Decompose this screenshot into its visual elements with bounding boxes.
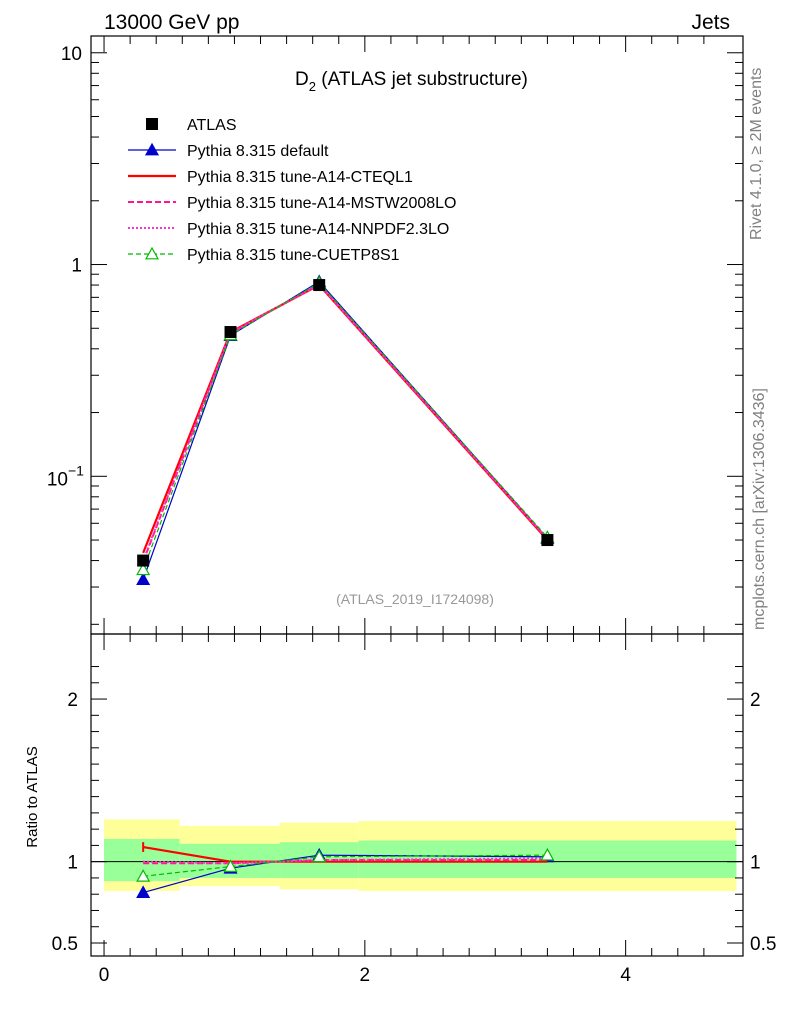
series-line-2: [142, 283, 549, 563]
legend-marker-4: [144, 246, 160, 260]
main-y-tick-label: 1: [71, 256, 82, 277]
legend-label-2: Pythia 8.315 tune-A14-MSTW2008LO: [187, 195, 456, 212]
ratio-series-marker-0: [136, 885, 151, 898]
legend-label-atlas: ATLAS: [187, 117, 237, 134]
plot-title-subscript: 2: [309, 79, 316, 94]
legend-label-4: Pythia 8.315 tune-CUETP8S1: [187, 247, 400, 264]
plot-title-main: D: [295, 69, 309, 90]
legend-label-3: Pythia 8.315 tune-A14-NNPDF2.3LO: [187, 221, 449, 238]
ratio-y-tick-label-right: 1: [750, 853, 761, 874]
ratio-y-tick-label: 2: [67, 690, 78, 711]
main-y-tick-label: 10: [47, 469, 68, 490]
series-line-0: [142, 280, 548, 580]
series-marker-4: [136, 562, 151, 576]
atlas-data-point: [137, 554, 150, 567]
series-line-4: [142, 282, 548, 570]
atlas-data-point: [313, 279, 326, 292]
plot-title-rest: (ATLAS jet substructure): [316, 69, 528, 90]
ratio-y-tick-label-right: 0.5: [750, 934, 776, 955]
ratio-y-axis-label: Ratio to ATLAS: [24, 746, 41, 847]
analysis-tag: (ATLAS_2019_I1724098): [336, 591, 494, 607]
main-y-tick-label: 10: [61, 44, 82, 65]
ratio-series-marker-4: [223, 859, 238, 872]
ratio-panel-axes: 2 2 1 1 0.5 0.5 0 2 4: [52, 633, 776, 986]
legend-label-0: Pythia 8.315 default: [187, 143, 329, 160]
mcplots-site-label: mcplots.cern.ch [arXiv:1306.3436]: [751, 388, 768, 630]
atlas-data-point: [224, 326, 237, 339]
ratio-series-marker-4: [136, 869, 151, 882]
x-tick-label: 2: [360, 965, 371, 986]
main-y-tick-exponent: −1: [68, 462, 84, 478]
ratio-series-marker-4: [540, 847, 555, 861]
series-line-3: [142, 283, 549, 561]
main-series-layer: [136, 274, 555, 586]
legend-marker-atlas: [146, 118, 158, 130]
legend: ATLAS Pythia 8.315 default Pythia 8.315 tu…: [128, 117, 456, 264]
series-line-1: [142, 283, 549, 554]
legend-label-1: Pythia 8.315 tune-A14-CTEQL1: [187, 169, 413, 186]
rivet-version-label: Rivet 4.1.0, ≥ 2M events: [748, 68, 765, 240]
ratio-y-tick-label-right: 2: [750, 690, 761, 711]
ratio-series-layer: [136, 842, 555, 898]
atlas-data-layer: [137, 279, 554, 567]
header-process-label: Jets: [691, 11, 730, 34]
ratio-y-tick-label: 1: [67, 853, 78, 874]
ratio-series-line-4: [143, 854, 548, 877]
plot-title: D2 (ATLAS jet substructure): [295, 69, 528, 94]
legend-marker-0: [144, 142, 160, 156]
ratio-series-marker-4: [312, 849, 327, 863]
x-tick-label: 0: [99, 965, 110, 986]
x-tick-label: 4: [620, 965, 631, 986]
ratio-y-tick-label: 0.5: [52, 934, 78, 955]
header-energy-label: 13000 GeV pp: [104, 11, 239, 34]
atlas-data-point: [541, 534, 554, 547]
series-marker-0: [136, 572, 151, 586]
ratio-frame: [90, 633, 744, 957]
